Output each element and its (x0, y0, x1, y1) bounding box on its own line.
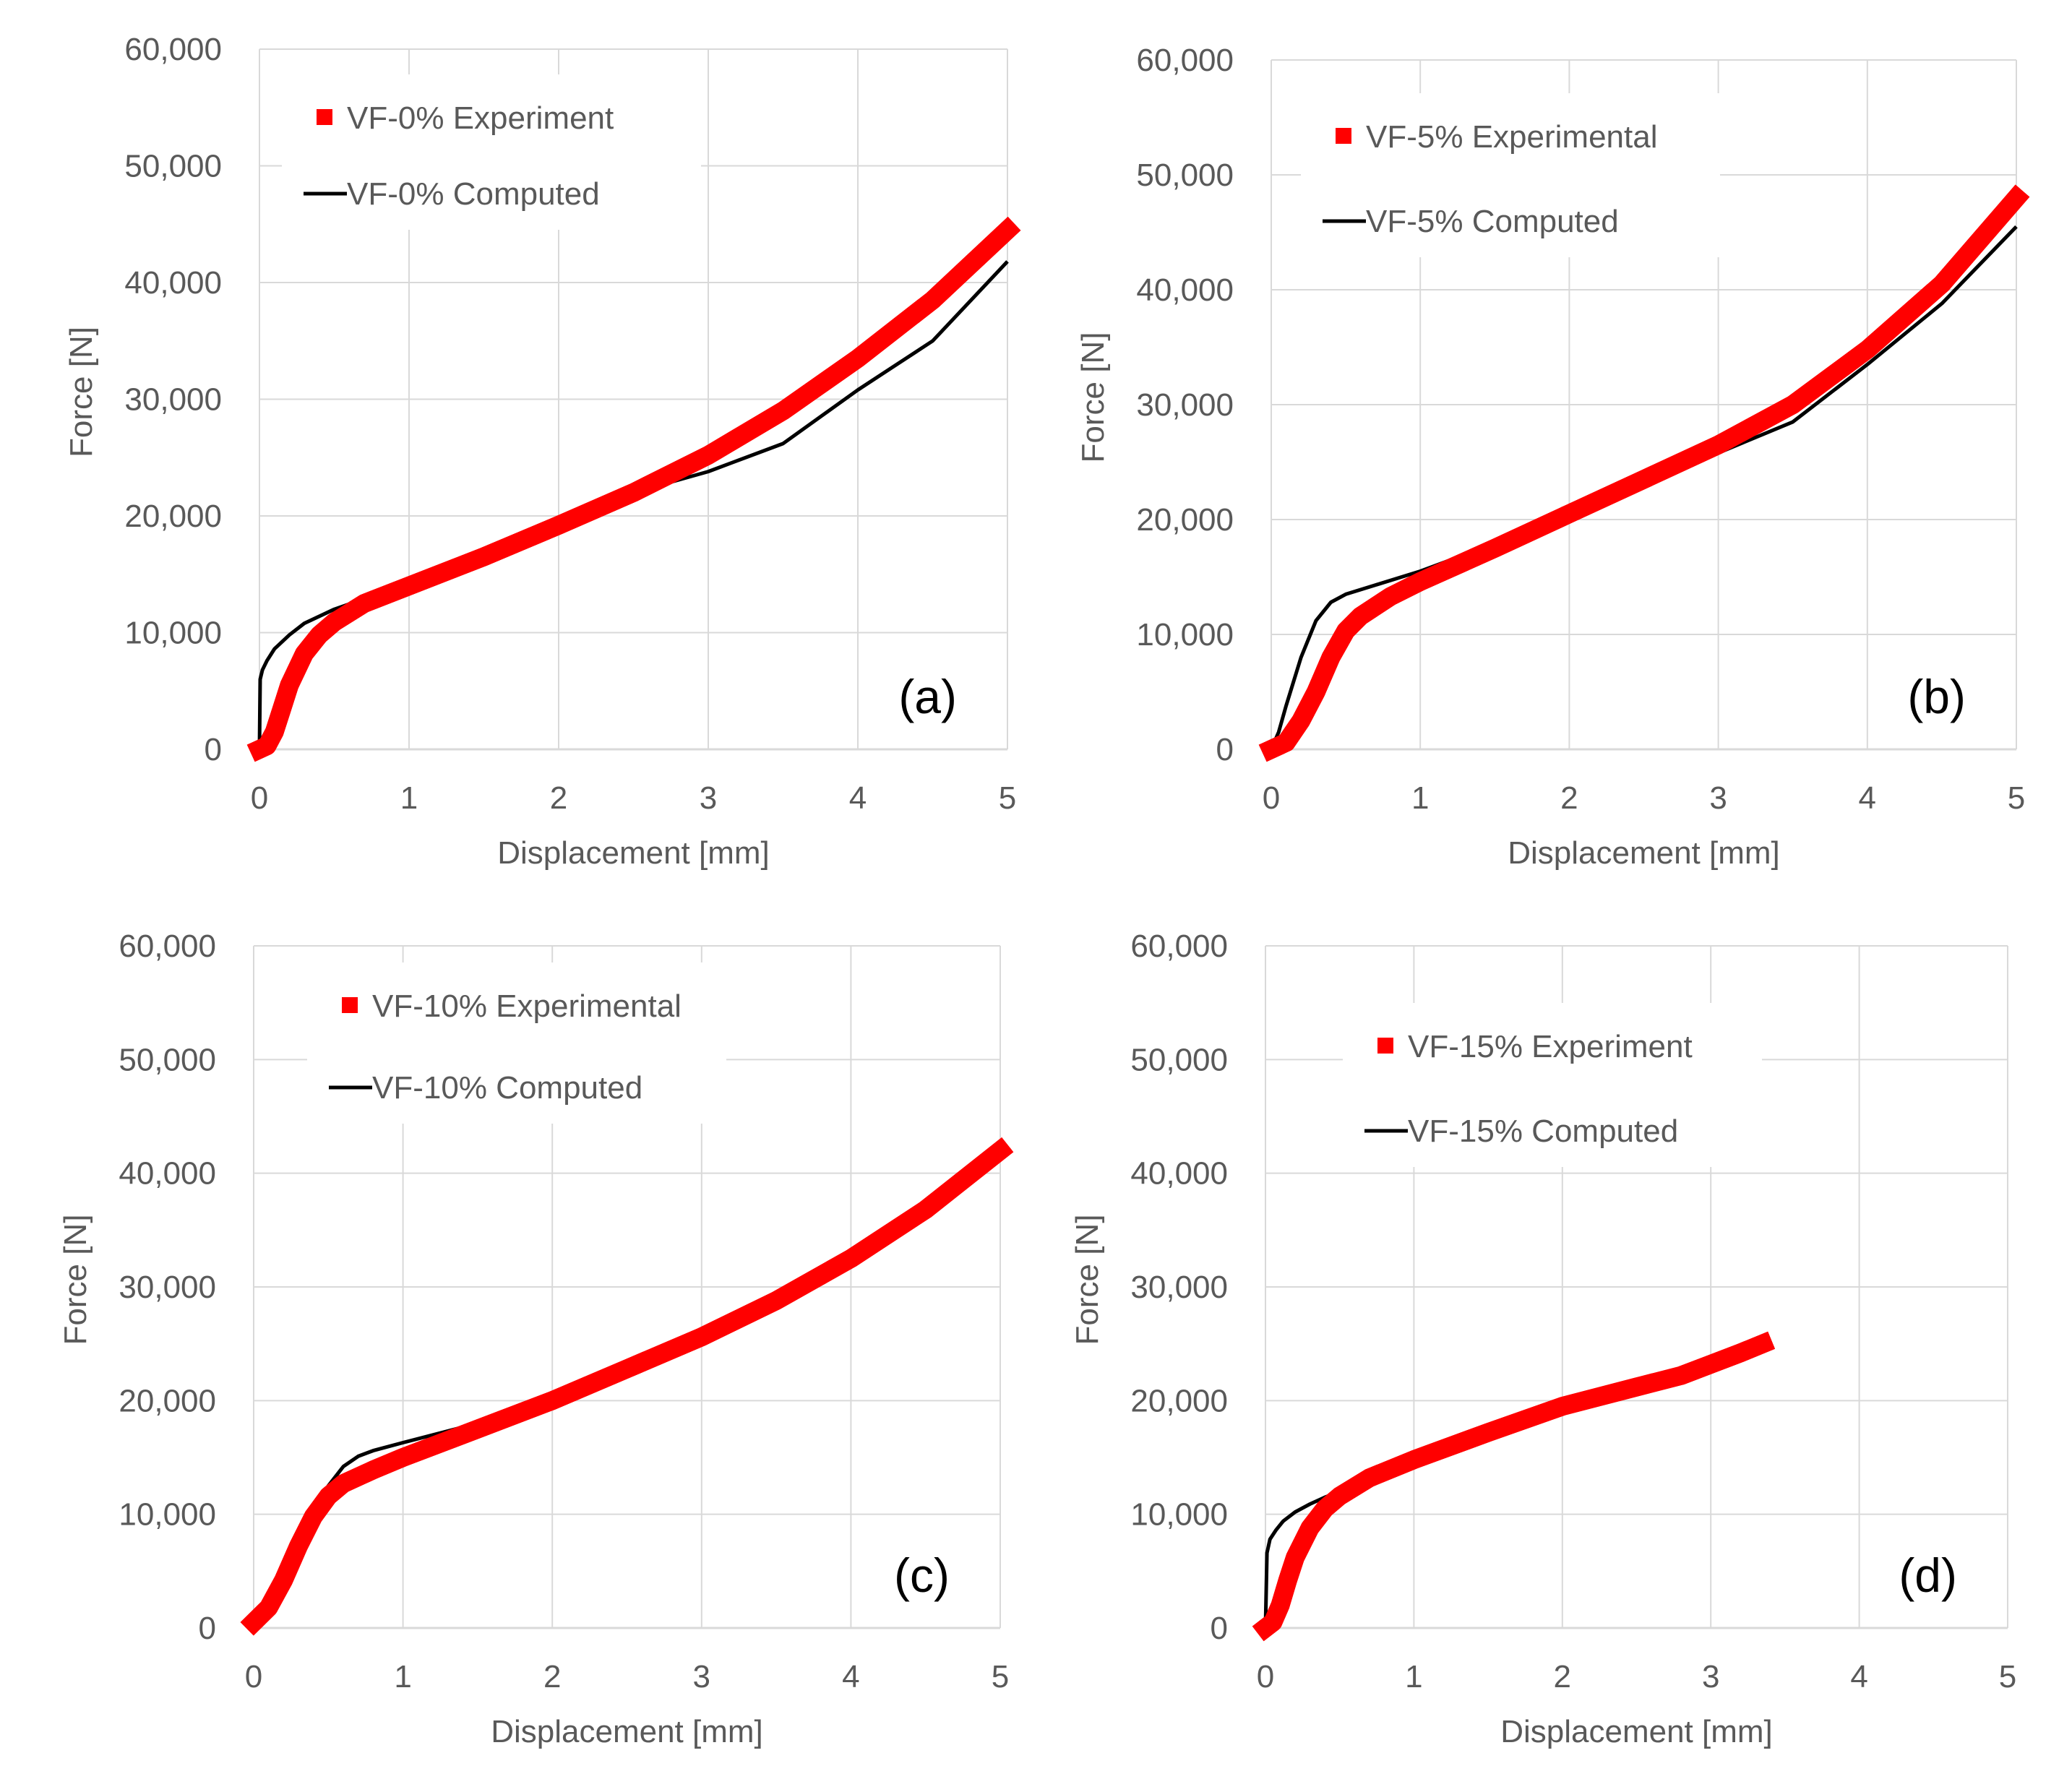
x-tick-label: 2 (1554, 1659, 1571, 1694)
y-tick-label: 20,000 (1130, 1383, 1228, 1418)
legend-label: VF-10% Computed (372, 1070, 642, 1106)
y-axis-title: Force [N] (58, 1215, 93, 1345)
legend-marker-experiment (317, 109, 332, 125)
y-tick-label: 20,000 (119, 1383, 216, 1418)
y-tick-label: 60,000 (1136, 43, 1234, 78)
legend-label: VF-15% Computed (1408, 1114, 1678, 1149)
legend-label: VF-5% Computed (1366, 204, 1619, 239)
y-axis-title: Force [N] (64, 327, 99, 457)
y-tick-label: 0 (205, 732, 222, 767)
panel-label: (a) (898, 670, 957, 723)
legend-box (282, 74, 701, 230)
y-tick-label: 60,000 (124, 32, 222, 67)
x-tick-label: 0 (251, 780, 268, 816)
x-tick-label: 3 (1709, 780, 1727, 816)
x-tick-label: 0 (1257, 1659, 1274, 1694)
x-tick-label: 2 (543, 1659, 561, 1694)
x-tick-label: 0 (245, 1659, 262, 1694)
x-tick-label: 3 (693, 1659, 710, 1694)
series-line-experiment-overlay (1252, 1331, 1776, 1642)
x-tick-label: 1 (1405, 1659, 1422, 1694)
series-line-experiment-overlay (240, 1137, 1014, 1636)
y-tick-label: 50,000 (1136, 158, 1234, 193)
x-tick-label: 2 (550, 780, 567, 816)
x-axis-title: Displacement [mm] (1508, 835, 1780, 871)
y-tick-label: 20,000 (1136, 502, 1234, 538)
legend-marker-experiment (342, 997, 358, 1013)
y-tick-label: 50,000 (1130, 1042, 1228, 1077)
y-tick-label: 10,000 (119, 1497, 216, 1533)
y-tick-label: 30,000 (1130, 1270, 1228, 1305)
y-tick-label: 60,000 (1130, 929, 1228, 964)
chart-panel-b: 0 10,000 20,000 30,000 40,000 50,000 60,000 0 1 2… (1075, 43, 2030, 871)
series-line-experiment-overlay (246, 216, 1021, 762)
series-line-experiment-overlay (1258, 184, 2030, 762)
y-tick-label: 0 (1211, 1611, 1228, 1646)
y-tick-label: 30,000 (1136, 387, 1234, 423)
x-tick-label: 1 (1411, 780, 1429, 816)
y-tick-label: 0 (199, 1611, 216, 1646)
panel-label: (d) (1899, 1548, 1957, 1602)
y-tick-label: 40,000 (124, 265, 222, 301)
y-tick-label: 50,000 (124, 149, 222, 184)
x-tick-label: 3 (700, 780, 717, 816)
y-axis-title: Force [N] (1070, 1215, 1105, 1345)
y-tick-label: 0 (1216, 732, 1234, 767)
chart-panel-a: 0 10,000 20,000 30,000 40,000 50,000 60,000 0 1 2… (64, 32, 1021, 871)
y-axis-title: Force [N] (1075, 332, 1111, 463)
series-line-experiment (240, 1137, 1014, 1636)
legend-label: VF-0% Experiment (347, 100, 614, 136)
legend-label: VF-10% Experimental (372, 988, 682, 1024)
x-tick-label: 5 (2008, 780, 2025, 816)
panel-label: (c) (894, 1548, 950, 1602)
y-tick-label: 30,000 (124, 382, 222, 418)
series-line-computed (252, 1149, 1002, 1624)
panel-label: (b) (1907, 670, 1966, 723)
x-tick-label: 1 (400, 780, 418, 816)
legend-box (307, 962, 726, 1124)
x-axis-title: Displacement [mm] (491, 1714, 763, 1749)
x-tick-label: 4 (849, 780, 867, 816)
chart-panel-c: 0 10,000 20,000 30,000 40,000 50,000 60,000 0 1 2… (58, 929, 1014, 1749)
y-tick-label: 50,000 (119, 1042, 216, 1077)
legend-marker-experiment (1336, 128, 1351, 144)
x-tick-label: 4 (1850, 1659, 1867, 1694)
x-tick-label: 5 (999, 780, 1016, 816)
series-line-computed (1269, 225, 2018, 750)
y-tick-label: 10,000 (124, 616, 222, 651)
x-tick-label: 1 (394, 1659, 411, 1694)
legend-label: VF-5% Experimental (1366, 119, 1657, 155)
y-tick-label: 60,000 (119, 929, 216, 964)
chart-panel-d: 0 10,000 20,000 30,000 40,000 50,000 60,000 0 1 2… (1070, 929, 2016, 1749)
y-tick-label: 10,000 (1130, 1497, 1228, 1533)
x-axis-title: Displacement [mm] (497, 835, 770, 871)
x-tick-label: 4 (842, 1659, 859, 1694)
x-tick-label: 5 (992, 1659, 1009, 1694)
y-tick-label: 20,000 (124, 499, 222, 534)
x-tick-label: 5 (1999, 1659, 2016, 1694)
x-tick-label: 3 (1702, 1659, 1719, 1694)
y-tick-label: 40,000 (1136, 272, 1234, 308)
legend-label: VF-0% Computed (347, 176, 600, 212)
legend-box (1343, 1003, 1762, 1167)
y-tick-label: 40,000 (119, 1156, 216, 1192)
y-tick-label: 30,000 (119, 1270, 216, 1305)
y-tick-label: 10,000 (1136, 617, 1234, 652)
x-tick-label: 4 (1859, 780, 1876, 816)
y-tick-label: 40,000 (1130, 1156, 1228, 1192)
x-tick-label: 2 (1560, 780, 1578, 816)
legend-label: VF-15% Experiment (1408, 1029, 1693, 1064)
legend-box (1301, 93, 1720, 257)
legend-marker-experiment (1377, 1038, 1393, 1054)
x-axis-title: Displacement [mm] (1500, 1714, 1773, 1749)
x-tick-label: 0 (1263, 780, 1280, 816)
